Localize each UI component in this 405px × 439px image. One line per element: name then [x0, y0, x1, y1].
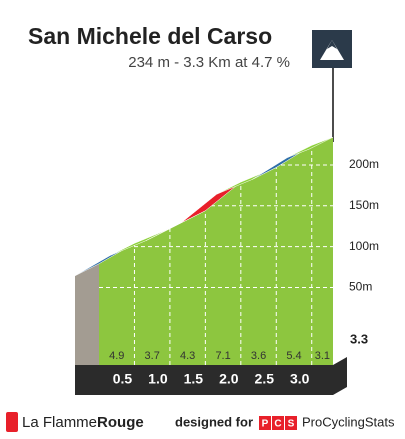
x-tick-label: 3.0: [290, 371, 310, 387]
designed-for: designed for: [175, 414, 253, 429]
gradient-label: 4.9: [109, 350, 124, 362]
summit-icon-snow: [327, 40, 337, 49]
pcs-box: [272, 416, 284, 430]
pcs-name: ProCyclingStats: [302, 414, 395, 429]
profile-face: [99, 137, 333, 365]
chart-title: San Michele del Carso: [28, 23, 272, 49]
gradient-label: 3.7: [145, 350, 160, 362]
y-tick-label: 150m: [349, 198, 379, 212]
brand: La FlammeRouge: [22, 414, 144, 431]
x-tick-label: 2.5: [255, 371, 275, 387]
summit-icon-mountain: [320, 40, 344, 60]
chart-subtitle: 234 m - 3.3 Km at 4.7 %: [128, 54, 290, 71]
gradient-label: 7.1: [215, 350, 230, 362]
x-tick-label: 1.0: [148, 371, 168, 387]
pcs-letter: S: [288, 419, 295, 430]
gradient-label: 3.1: [315, 350, 330, 362]
y-tick-label: 200m: [349, 157, 379, 171]
y-tick-label: 50m: [349, 280, 372, 294]
gradient-strip: [287, 136, 334, 158]
brand-bold: Rouge: [97, 414, 144, 431]
gradient-label: 5.4: [286, 350, 301, 362]
gradient-label: 3.6: [251, 350, 266, 362]
x-tick-label: 2.0: [219, 371, 239, 387]
pcs-box: [259, 416, 271, 430]
base-band: [75, 357, 347, 395]
brand-light: La Flamme: [22, 414, 97, 431]
pcs-letter: P: [262, 419, 269, 430]
side-face: [75, 263, 99, 365]
x-tick-label: 1.5: [184, 371, 204, 387]
gradient-label: 4.3: [180, 350, 195, 362]
y-tick-label: 100m: [349, 239, 379, 253]
x-tick-label: 0.5: [113, 371, 133, 387]
brand-icon: [6, 412, 18, 432]
pcs-box: [285, 416, 297, 430]
plot: 50m 100m 150m 200m 4.9 3.7 4.3 7.1 3.6 5.4 3.1 0.5 1…: [74, 136, 379, 395]
x-tick-label: 3.3: [350, 331, 368, 346]
pcs-letter: C: [274, 419, 281, 430]
